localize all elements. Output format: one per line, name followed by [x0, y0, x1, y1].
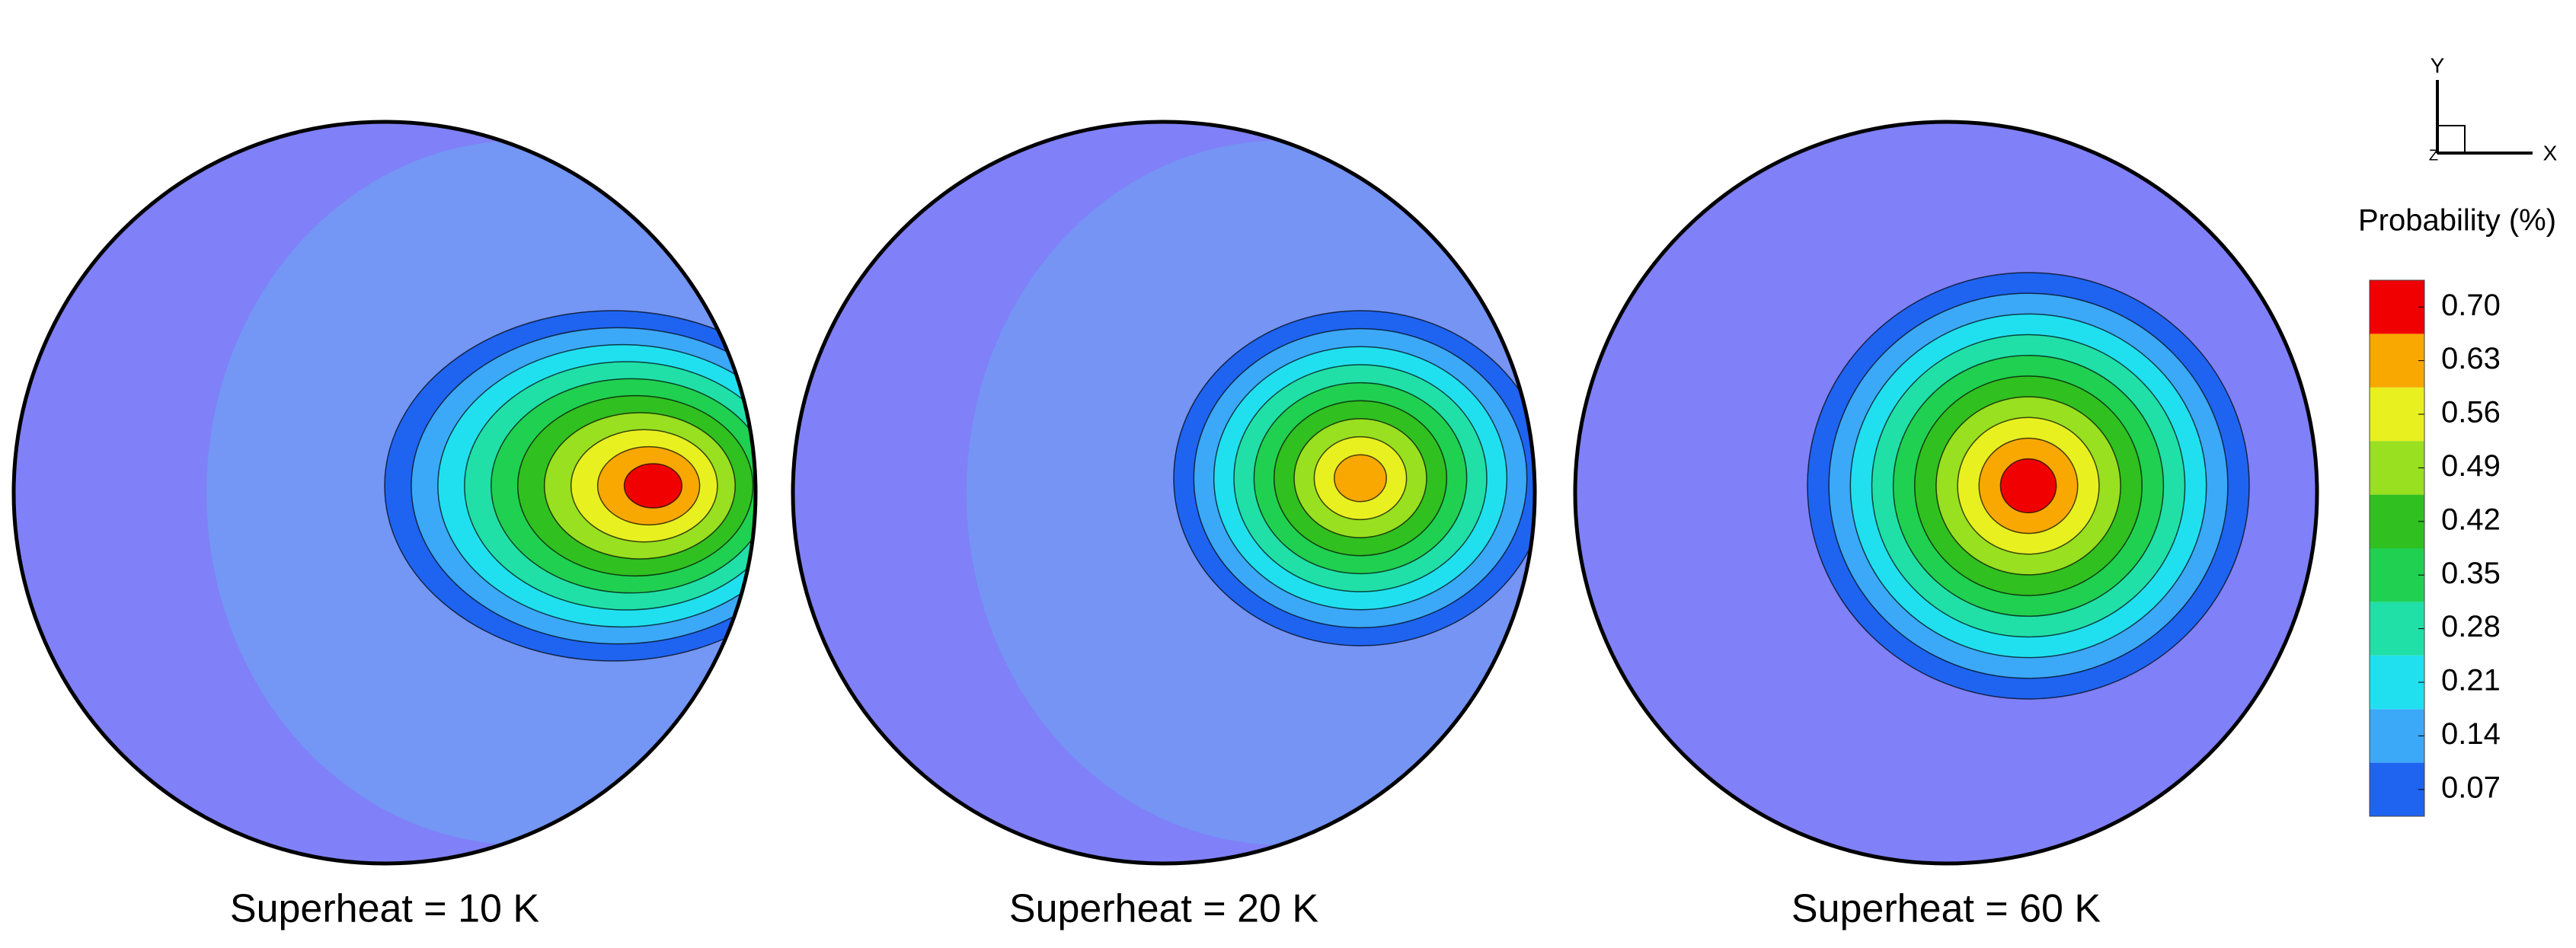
- contour-panel: [1575, 122, 2317, 863]
- colorbar-tick-label: 0.56: [2441, 396, 2501, 429]
- colorbar-tick-label: 0.28: [2441, 610, 2501, 643]
- colorbar-frame: [2369, 279, 2425, 817]
- colorbar-band: [2370, 548, 2424, 602]
- contour-level: [1999, 458, 2057, 514]
- contour-level: [1334, 454, 1387, 503]
- colorbar-band: [2370, 334, 2424, 388]
- contour-panel: [793, 122, 1535, 863]
- contour-level: [623, 463, 683, 509]
- triad-y-label: Y: [2431, 53, 2445, 77]
- panel-border: [791, 120, 1537, 866]
- colorbar-band: [2370, 494, 2424, 548]
- colorbar-tick-label: 0.42: [2441, 503, 2501, 536]
- colorbar-title: Probability (%): [2358, 204, 2556, 238]
- triad-box: [2437, 125, 2466, 154]
- panel-title: Superheat = 10 K: [230, 887, 540, 931]
- panel-border: [11, 120, 758, 866]
- colorbar-band: [2370, 762, 2424, 816]
- colorbar-tick-label: 0.14: [2441, 717, 2501, 751]
- colorbar-tick-label: 0.63: [2441, 342, 2501, 375]
- colorbar-tick-label: 0.70: [2441, 289, 2501, 322]
- colorbar-band: [2370, 280, 2424, 334]
- colorbar-band: [2370, 387, 2424, 442]
- triad-x-label: X: [2543, 141, 2558, 164]
- contour-panel: [14, 122, 756, 863]
- colorbar-band: [2370, 655, 2424, 710]
- panel-border: [1573, 120, 2319, 866]
- colorbar-tick-label: 0.49: [2441, 449, 2501, 483]
- colorbar-tick-label: 0.07: [2441, 771, 2501, 804]
- panel-title: Superheat = 20 K: [1009, 887, 1319, 931]
- colorbar-band: [2370, 709, 2424, 763]
- triad-z-label: Z: [2429, 147, 2438, 164]
- panel-title: Superheat = 60 K: [1791, 887, 2101, 931]
- colorbar-band: [2370, 602, 2424, 656]
- colorbar-tick-label: 0.21: [2441, 664, 2501, 697]
- colorbar-band: [2370, 441, 2424, 495]
- colorbar-tick-label: 0.35: [2441, 557, 2501, 590]
- axes-triad: [2436, 80, 2533, 155]
